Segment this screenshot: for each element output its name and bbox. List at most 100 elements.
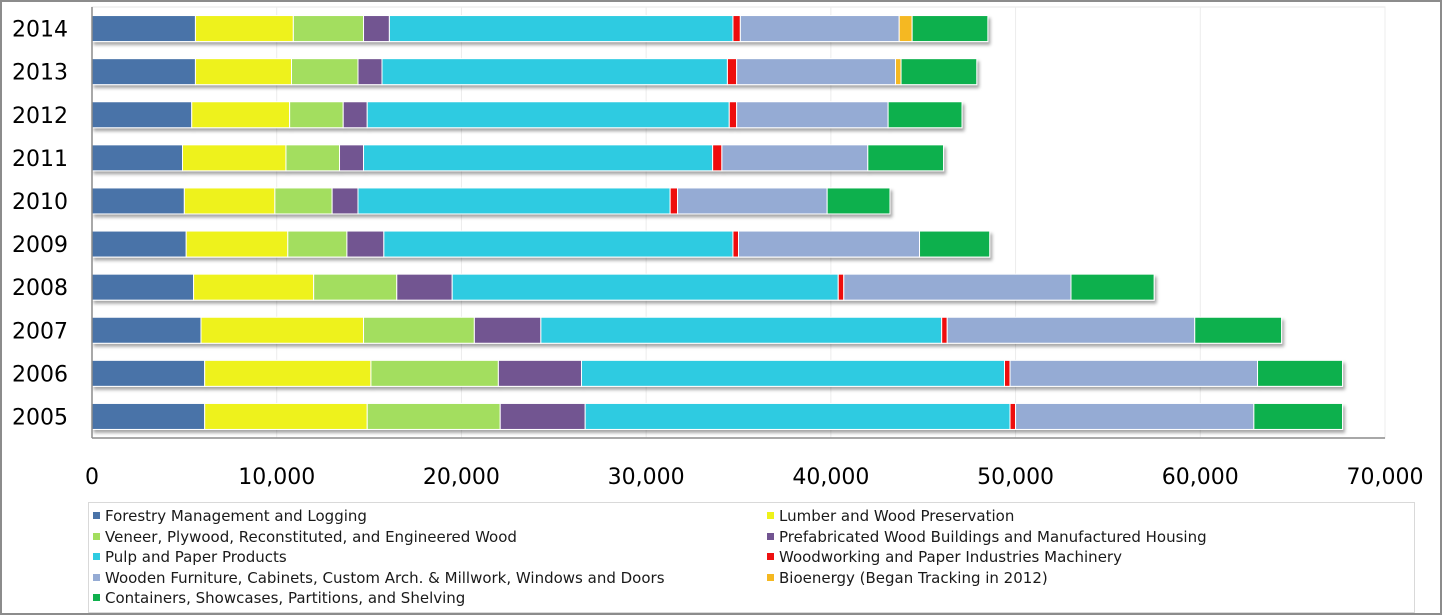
legend-item: Containers, Showcases, Partitions, and S… (93, 589, 465, 607)
bar-segment (898, 15, 913, 43)
bar-row-2010 (91, 187, 891, 215)
bar-segment (200, 316, 365, 344)
bar-segment (726, 58, 738, 86)
chart-plot: 0 10,000 20,000 30,000 40,000 50,000 60,000 70,… (12, 6, 1424, 490)
y-category-label: 2011 (12, 147, 68, 172)
legend-item: Wooden Furniture, Cabinets, Custom Arch.… (93, 569, 665, 587)
bar-segment (1194, 316, 1283, 344)
bar-segment (91, 58, 196, 86)
bar-segment (91, 402, 206, 430)
legend-item: Bioenergy (Began Tracking in 2012) (767, 569, 1048, 587)
bar-row-2005 (91, 402, 1344, 430)
bar-segment (274, 187, 333, 215)
bar-segment (383, 230, 734, 258)
x-tick-label: 50,000 (977, 465, 1054, 490)
bar-segment (194, 58, 292, 86)
bar-segment (91, 273, 195, 301)
legend-label: Pulp and Paper Products (105, 548, 287, 566)
legend-label: Containers, Showcases, Partitions, and S… (105, 589, 466, 607)
bar-segment (91, 101, 193, 129)
bar-segment (339, 144, 365, 172)
bar-segment (204, 359, 372, 387)
bar-segment (721, 144, 869, 172)
bars (91, 15, 1344, 430)
legend-label: Bioenergy (Began Tracking in 2012) (779, 568, 1048, 587)
bar-segment (1070, 273, 1155, 301)
bar-segment (183, 187, 276, 215)
bar-row-2008 (91, 273, 1155, 301)
bar-segment (366, 402, 501, 430)
bar-segment (91, 15, 196, 43)
legend: Forestry Management and Logging Lumber an… (88, 502, 1415, 613)
bar-row-2006 (91, 359, 1344, 387)
y-category-label: 2010 (12, 190, 68, 215)
bar-segment (287, 230, 348, 258)
bar-segment (911, 15, 989, 43)
bar-segment (366, 101, 730, 129)
legend-swatch (93, 532, 100, 540)
y-category-label: 2014 (12, 18, 68, 43)
bar-segment (677, 187, 828, 215)
bar-segment (289, 101, 344, 129)
y-category-label: 2012 (12, 104, 68, 129)
x-tick-label: 40,000 (792, 465, 869, 490)
bar-segment (194, 15, 294, 43)
bar-row-2013 (91, 58, 978, 86)
bar-segment (1009, 402, 1017, 430)
x-tick-label: 60,000 (1162, 465, 1239, 490)
bar-segment (357, 187, 671, 215)
bar-segment (738, 230, 921, 258)
bar-segment (91, 187, 185, 215)
legend-swatch (93, 512, 100, 519)
x-tick-label: 30,000 (608, 465, 685, 490)
bar-segment (946, 316, 1196, 344)
legend-label: Lumber and Wood Preservation (779, 507, 1015, 525)
legend-swatch (767, 512, 774, 519)
bar-segment (584, 402, 1011, 430)
legend-swatch (767, 532, 774, 540)
legend-label: Woodworking and Paper Industries Machine… (779, 548, 1122, 566)
bar-segment (497, 359, 582, 387)
bar-segment (91, 144, 184, 172)
x-tick-label: 10,000 (238, 465, 315, 490)
bar-segment (941, 316, 948, 344)
bar-segment (837, 273, 845, 301)
bar-segment (826, 187, 891, 215)
y-category-label: 2013 (12, 61, 68, 86)
bar-segment (1015, 402, 1255, 430)
legend-swatch (93, 594, 100, 601)
bar-segment (370, 359, 499, 387)
bar-segment (191, 101, 291, 129)
bar-segment (331, 187, 359, 215)
bar-segment (1253, 402, 1344, 430)
x-tick-label: 70,000 (1347, 465, 1424, 490)
legend-item: Pulp and Paper Products (93, 548, 287, 566)
bar-segment (193, 273, 315, 301)
bar-segment (867, 144, 945, 172)
bar-segment (388, 15, 734, 43)
y-category-label: 2006 (12, 362, 68, 387)
bar-segment (91, 316, 202, 344)
bar-segment (499, 402, 586, 430)
bar-segment (451, 273, 839, 301)
bar-segment (1257, 359, 1344, 387)
y-category-label: 2007 (12, 319, 68, 344)
bar-segment (669, 187, 679, 215)
bar-segment (900, 58, 978, 86)
bar-segment (285, 144, 341, 172)
bar-segment (1009, 359, 1259, 387)
bar-segment (346, 230, 385, 258)
bar-segment (185, 230, 289, 258)
bar-segment (313, 273, 398, 301)
legend-item: Prefabricated Wood Buildings and Manufac… (767, 528, 1207, 546)
legend-label: Veneer, Plywood, Reconstituted, and Engi… (105, 527, 517, 546)
bar-segment (363, 316, 475, 344)
bar-segment (895, 58, 902, 86)
bar-segment (843, 273, 1072, 301)
bar-segment (381, 58, 728, 86)
bar-segment (204, 402, 368, 430)
bar-segment (732, 230, 739, 258)
bar-segment (736, 58, 897, 86)
bar-row-2012 (91, 101, 963, 129)
